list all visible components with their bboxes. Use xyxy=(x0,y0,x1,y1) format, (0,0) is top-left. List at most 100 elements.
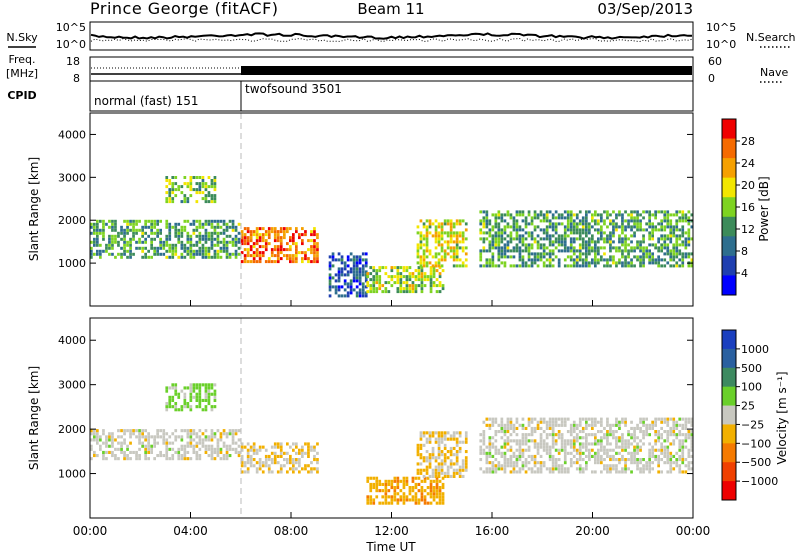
velocity-echo-cell-0 xyxy=(186,429,190,433)
velocity-echo-cell-2 xyxy=(304,467,307,471)
power-echo-cell-5 xyxy=(455,255,459,259)
velocity-echo-cell-5 xyxy=(666,420,670,424)
velocity-echo-cell-5 xyxy=(624,470,627,474)
power-echo-cell-6 xyxy=(627,222,630,226)
power-colorbar-tick-label: 28 xyxy=(741,135,755,148)
velocity-echo-cell-2 xyxy=(307,451,310,455)
power-echo-cell-1 xyxy=(171,191,175,195)
velocity-echo-cell-1 xyxy=(198,398,202,402)
velocity-echo-cell-3 xyxy=(411,489,415,493)
power-echo-cell-0 xyxy=(219,246,223,250)
power-echo-cell-6 xyxy=(500,261,504,265)
power-echo-cell-6 xyxy=(557,264,561,268)
power-echo-cell-0 xyxy=(102,222,105,226)
velocity-echo-cell-3 xyxy=(408,498,412,502)
power-echo-cell-6 xyxy=(657,240,660,244)
velocity-echo-cell-0 xyxy=(111,435,114,439)
velocity-echo-cell-5 xyxy=(666,470,670,474)
velocity-echo-cell-1 xyxy=(174,392,178,396)
power-echo-cell-6 xyxy=(530,222,534,226)
velocity-echo-cell-0 xyxy=(153,444,156,448)
power-echo-cell-0 xyxy=(177,240,181,244)
power-echo-cell-3 xyxy=(343,294,347,298)
power-echo-cell-0 xyxy=(132,252,135,256)
power-echo-cell-0 xyxy=(231,243,235,247)
power-echo-cell-6 xyxy=(600,258,603,262)
velocity-echo-cell-1 xyxy=(168,402,172,406)
power-echo-cell-6 xyxy=(479,264,483,268)
power-echo-cell-0 xyxy=(96,231,99,235)
power-echo-cell-2 xyxy=(304,257,307,261)
velocity-echo-cell-2 xyxy=(264,454,268,458)
power-echo-cell-0 xyxy=(207,255,211,259)
velocity-echo-cell-5 xyxy=(566,417,570,421)
power-echo-cell-6 xyxy=(684,252,688,256)
power-echo-cell-6 xyxy=(627,255,630,259)
power-echo-cell-0 xyxy=(120,255,123,259)
velocity-echo-cell-1 xyxy=(195,405,199,409)
velocity-echo-cell-3 xyxy=(396,501,400,505)
power-echo-cell-6 xyxy=(539,237,543,241)
power-echo-cell-4 xyxy=(414,275,418,279)
velocity-echo-cell-5 xyxy=(500,467,504,471)
power-echo-cell-2 xyxy=(279,248,283,252)
velocity-echo-cell-5 xyxy=(575,439,579,443)
velocity-echo-cell-3 xyxy=(375,476,379,480)
power-echo-cell-3 xyxy=(364,264,368,268)
power-echo-cell-1 xyxy=(168,194,172,198)
power-echo-cell-0 xyxy=(237,240,241,244)
power-echo-cell-0 xyxy=(165,255,169,259)
velocity-echo-cell-5 xyxy=(572,445,576,449)
power-echo-cell-6 xyxy=(648,255,651,259)
power-echo-cell-2 xyxy=(307,248,310,252)
velocity-echo-cell-5 xyxy=(684,417,688,421)
velocity-echo-cell-5 xyxy=(615,470,618,474)
power-echo-cell-0 xyxy=(102,249,105,253)
power-echo-cell-6 xyxy=(524,243,528,247)
velocity-echo-cell-0 xyxy=(159,429,162,433)
power-echo-cell-0 xyxy=(162,243,166,247)
velocity-echo-cell-0 xyxy=(153,441,156,445)
velocity-echo-cell-5 xyxy=(548,417,552,421)
power-echo-cell-6 xyxy=(654,258,657,262)
velocity-echo-cell-5 xyxy=(690,439,693,443)
power-echo-cell-0 xyxy=(213,243,217,247)
power-echo-cell-2 xyxy=(255,239,259,243)
velocity-echo-cell-0 xyxy=(120,447,123,451)
power-echo-cell-2 xyxy=(249,245,253,249)
power-echo-cell-4 xyxy=(375,287,379,291)
power-echo-cell-0 xyxy=(126,219,129,223)
power-echo-cell-3 xyxy=(337,267,341,271)
velocity-echo-cell-5 xyxy=(597,448,600,452)
power-echo-cell-0 xyxy=(234,234,238,238)
power-echo-cell-1 xyxy=(210,194,214,198)
velocity-echo-cell-4 xyxy=(428,465,432,469)
power-echo-cell-6 xyxy=(542,219,546,223)
velocity-echo-cell-2 xyxy=(267,464,271,468)
power-echo-cell-2 xyxy=(243,248,247,252)
velocity-echo-cell-4 xyxy=(434,459,438,463)
power-echo-cell-6 xyxy=(690,219,693,223)
power-echo-cell-6 xyxy=(485,225,489,229)
power-echo-cell-6 xyxy=(494,222,498,226)
power-echo-cell-0 xyxy=(177,237,181,241)
power-echo-cell-6 xyxy=(657,228,660,232)
power-echo-cell-3 xyxy=(355,291,359,295)
velocity-echo-cell-5 xyxy=(521,426,525,430)
velocity-echo-cell-5 xyxy=(681,417,685,421)
power-echo-cell-2 xyxy=(295,257,298,261)
velocity-echo-cell-0 xyxy=(210,457,214,461)
velocity-echo-cell-0 xyxy=(225,435,229,439)
power-echo-cell-1 xyxy=(174,182,178,186)
velocity-echo-cell-5 xyxy=(503,451,507,455)
velocity-echo-cell-0 xyxy=(129,457,132,461)
power-echo-cell-0 xyxy=(150,228,153,232)
power-echo-cell-6 xyxy=(551,222,555,226)
power-echo-cell-3 xyxy=(343,279,347,283)
velocity-echo-cell-3 xyxy=(417,482,421,486)
velocity-echo-cell-1 xyxy=(189,408,193,412)
power-echo-cell-1 xyxy=(213,197,217,201)
velocity-colorbar-frame xyxy=(721,329,737,501)
velocity-echo-cell-2 xyxy=(246,454,250,458)
